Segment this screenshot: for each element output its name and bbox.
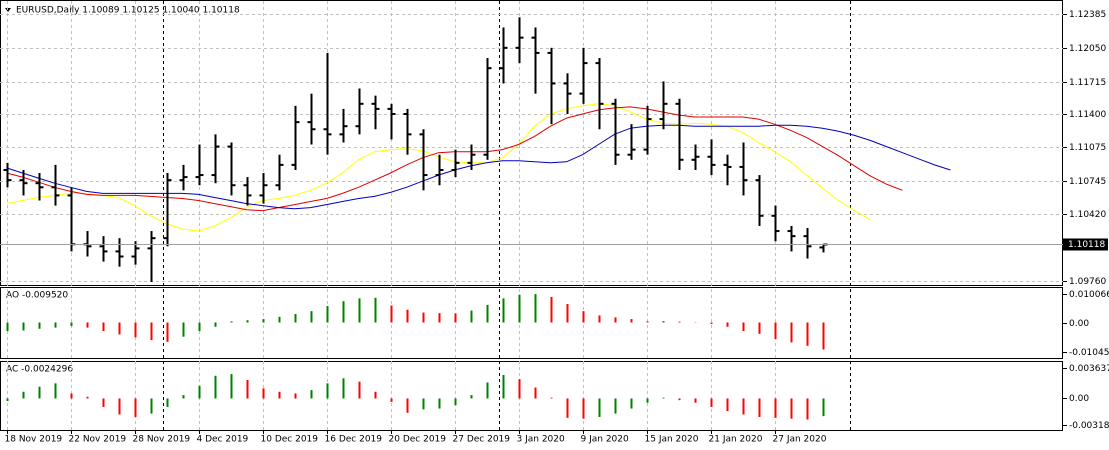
last-price-label: 1.10118 <box>1068 240 1105 250</box>
price-panel <box>0 0 1063 286</box>
ao-title: AO -0.009520 <box>6 291 68 301</box>
y-tick-label: 1.10420 <box>1069 210 1106 220</box>
y-tick-label: 1.11075 <box>1069 143 1106 153</box>
y-tick-label: 0.0036375 <box>1069 364 1109 374</box>
ac-title: AC -0.0024296 <box>6 365 73 375</box>
x-tick-label: 21 Jan 2020 <box>709 435 763 445</box>
x-tick-label: 3 Jan 2020 <box>517 435 565 445</box>
y-tick-label: 1.09760 <box>1069 277 1106 287</box>
y-tick-label: 1.11715 <box>1069 78 1106 88</box>
x-tick-label: 28 Nov 2019 <box>133 435 191 445</box>
x-tick-label: 15 Jan 2020 <box>645 435 699 445</box>
ac-panel <box>0 361 1063 431</box>
y-tick-label: 1.11400 <box>1069 110 1106 120</box>
y-tick-label: 1.12385 <box>1069 10 1106 20</box>
moving-average-line <box>6 124 951 210</box>
y-tick-label: 0.00 <box>1069 394 1089 404</box>
y-tick-label: -0.010453 <box>1069 348 1109 358</box>
y-tick-label: 0.00 <box>1069 319 1089 329</box>
y-tick-label: 0.010066 <box>1069 290 1109 300</box>
y-tick-label: 1.10745 <box>1069 177 1106 187</box>
y-tick-label: 1.12050 <box>1069 44 1106 54</box>
x-tick-label: 20 Dec 2019 <box>389 435 447 445</box>
y-tick-label: -0.003184 <box>1069 421 1109 431</box>
x-tick-label: 27 Jan 2020 <box>773 435 827 445</box>
x-tick-label: 10 Dec 2019 <box>261 435 319 445</box>
x-tick-label: 22 Nov 2019 <box>69 435 127 445</box>
x-tick-label: 27 Dec 2019 <box>453 435 511 445</box>
x-tick-label: 16 Dec 2019 <box>325 435 383 445</box>
x-tick-label: 9 Jan 2020 <box>581 435 629 445</box>
ao-panel <box>0 287 1063 359</box>
last-price-box <box>1063 238 1108 251</box>
x-tick-label: 18 Nov 2019 <box>5 435 63 445</box>
x-tick-label: 4 Dec 2019 <box>197 435 249 445</box>
chart-header: EURUSD,Daily 1.10089 1.10125 1.10040 1.1… <box>16 6 240 16</box>
